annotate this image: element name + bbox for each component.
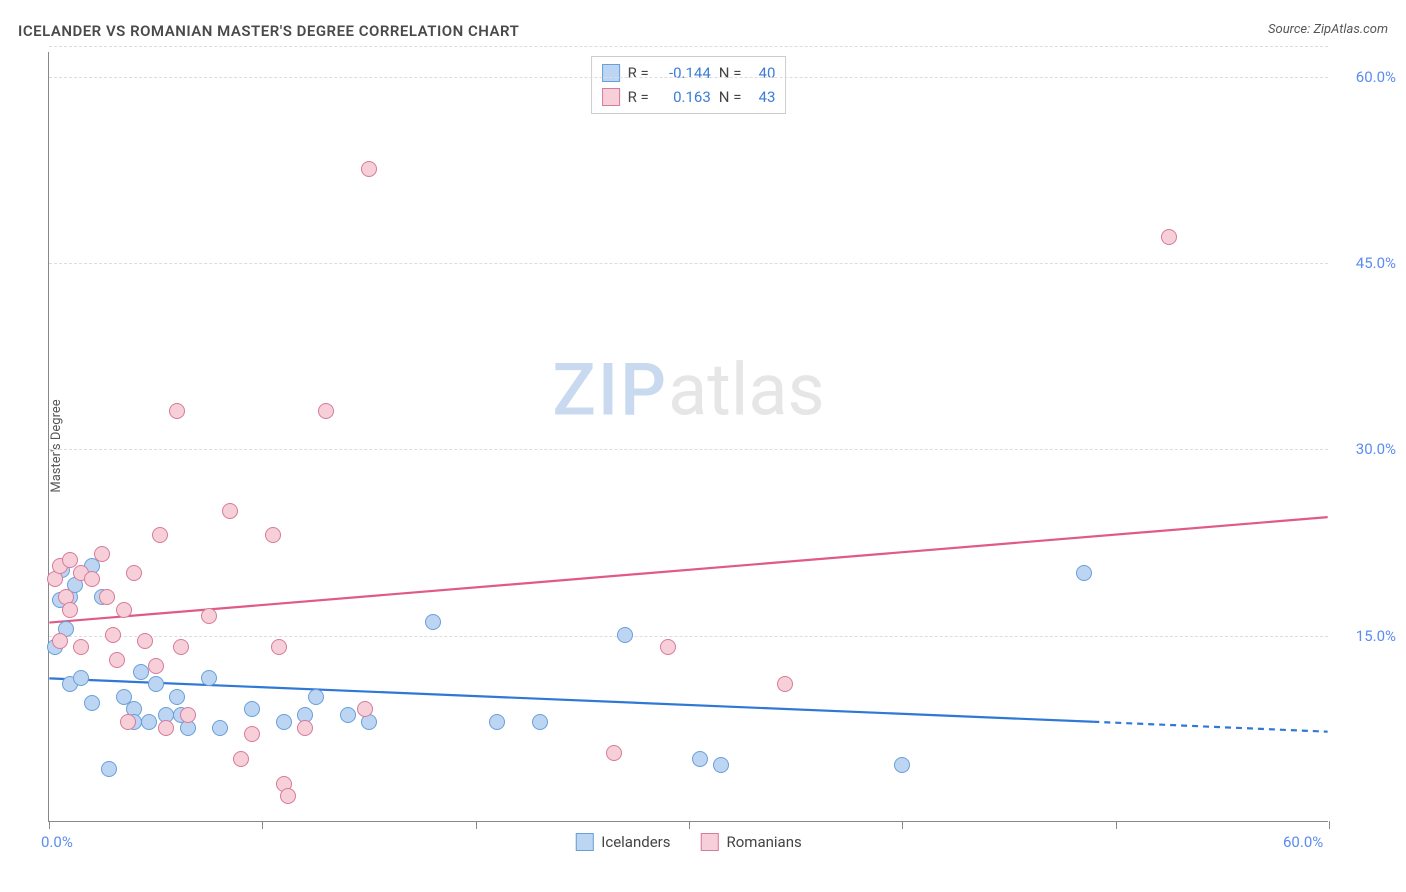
data-point [276, 714, 292, 730]
data-point [201, 670, 217, 686]
legend-row-romanians: R = 0.163 N = 43 [602, 85, 776, 109]
data-point [173, 639, 189, 655]
legend-item: Romanians [700, 833, 801, 851]
data-point [777, 676, 793, 692]
trend-lines [49, 52, 1328, 821]
data-point [62, 602, 78, 618]
data-point [99, 589, 115, 605]
legend-series: Icelanders Romanians [575, 833, 801, 851]
legend-correlation: R = -0.144 N = 40 R = 0.163 N = 43 [591, 56, 787, 114]
x-tick-label: 60.0% [1283, 833, 1323, 851]
data-point [52, 633, 68, 649]
x-tick [49, 821, 50, 829]
data-point [141, 714, 157, 730]
data-point [244, 701, 260, 717]
data-point [357, 701, 373, 717]
data-point [73, 670, 89, 686]
data-point [271, 639, 287, 655]
data-point [120, 714, 136, 730]
data-point [116, 602, 132, 618]
data-point [201, 608, 217, 624]
gridline [49, 636, 1328, 637]
legend-swatch [575, 833, 593, 851]
data-point [660, 639, 676, 655]
data-point [489, 714, 505, 730]
x-tick [902, 821, 903, 829]
data-point [152, 527, 168, 543]
data-point [180, 707, 196, 723]
chart-container: ICELANDER VS ROMANIAN MASTER'S DEGREE CO… [0, 0, 1406, 892]
data-point [244, 726, 260, 742]
data-point [692, 751, 708, 767]
gridline [49, 449, 1328, 450]
swatch-romanians [602, 88, 620, 106]
data-point [169, 689, 185, 705]
data-point [84, 571, 100, 587]
data-point [137, 633, 153, 649]
data-point [212, 720, 228, 736]
data-point [158, 720, 174, 736]
data-point [109, 652, 125, 668]
data-point [101, 761, 117, 777]
x-tick [262, 821, 263, 829]
data-point [233, 751, 249, 767]
data-point [308, 689, 324, 705]
data-point [1076, 565, 1092, 581]
legend-label: Romanians [726, 833, 801, 851]
data-point [94, 546, 110, 562]
data-point [617, 627, 633, 643]
gridline [49, 263, 1328, 264]
data-point [73, 639, 89, 655]
data-point [606, 745, 622, 761]
data-point [280, 788, 296, 804]
data-point [169, 403, 185, 419]
x-tick [1116, 821, 1117, 829]
data-point [126, 565, 142, 581]
x-tick [1329, 821, 1330, 829]
data-point [713, 757, 729, 773]
x-tick [476, 821, 477, 829]
x-tick [689, 821, 690, 829]
gridline [49, 46, 1328, 47]
data-point [361, 161, 377, 177]
y-tick-label: 60.0% [1356, 68, 1396, 86]
source-label: Source: ZipAtlas.com [1268, 22, 1388, 37]
y-tick-label: 15.0% [1356, 627, 1396, 645]
y-tick-label: 30.0% [1356, 440, 1396, 458]
data-point [532, 714, 548, 730]
y-tick-label: 45.0% [1356, 254, 1396, 272]
gridline [49, 77, 1328, 78]
data-point [340, 707, 356, 723]
data-point [1161, 229, 1177, 245]
data-point [84, 695, 100, 711]
data-point [318, 403, 334, 419]
swatch-icelanders [602, 64, 620, 82]
data-point [148, 658, 164, 674]
x-tick-label: 0.0% [41, 833, 73, 851]
legend-swatch [700, 833, 718, 851]
data-point [222, 503, 238, 519]
data-point [133, 664, 149, 680]
watermark: ZIPatlas [552, 348, 824, 433]
data-point [425, 614, 441, 630]
data-point [148, 676, 164, 692]
data-point [105, 627, 121, 643]
chart-title: ICELANDER VS ROMANIAN MASTER'S DEGREE CO… [18, 22, 519, 40]
data-point [894, 757, 910, 773]
data-point [265, 527, 281, 543]
plot-area: ZIPatlas R = -0.144 N = 40 R = 0.163 N =… [48, 52, 1328, 822]
legend-label: Icelanders [601, 833, 670, 851]
legend-row-icelanders: R = -0.144 N = 40 [602, 61, 776, 85]
legend-item: Icelanders [575, 833, 670, 851]
data-point [297, 720, 313, 736]
